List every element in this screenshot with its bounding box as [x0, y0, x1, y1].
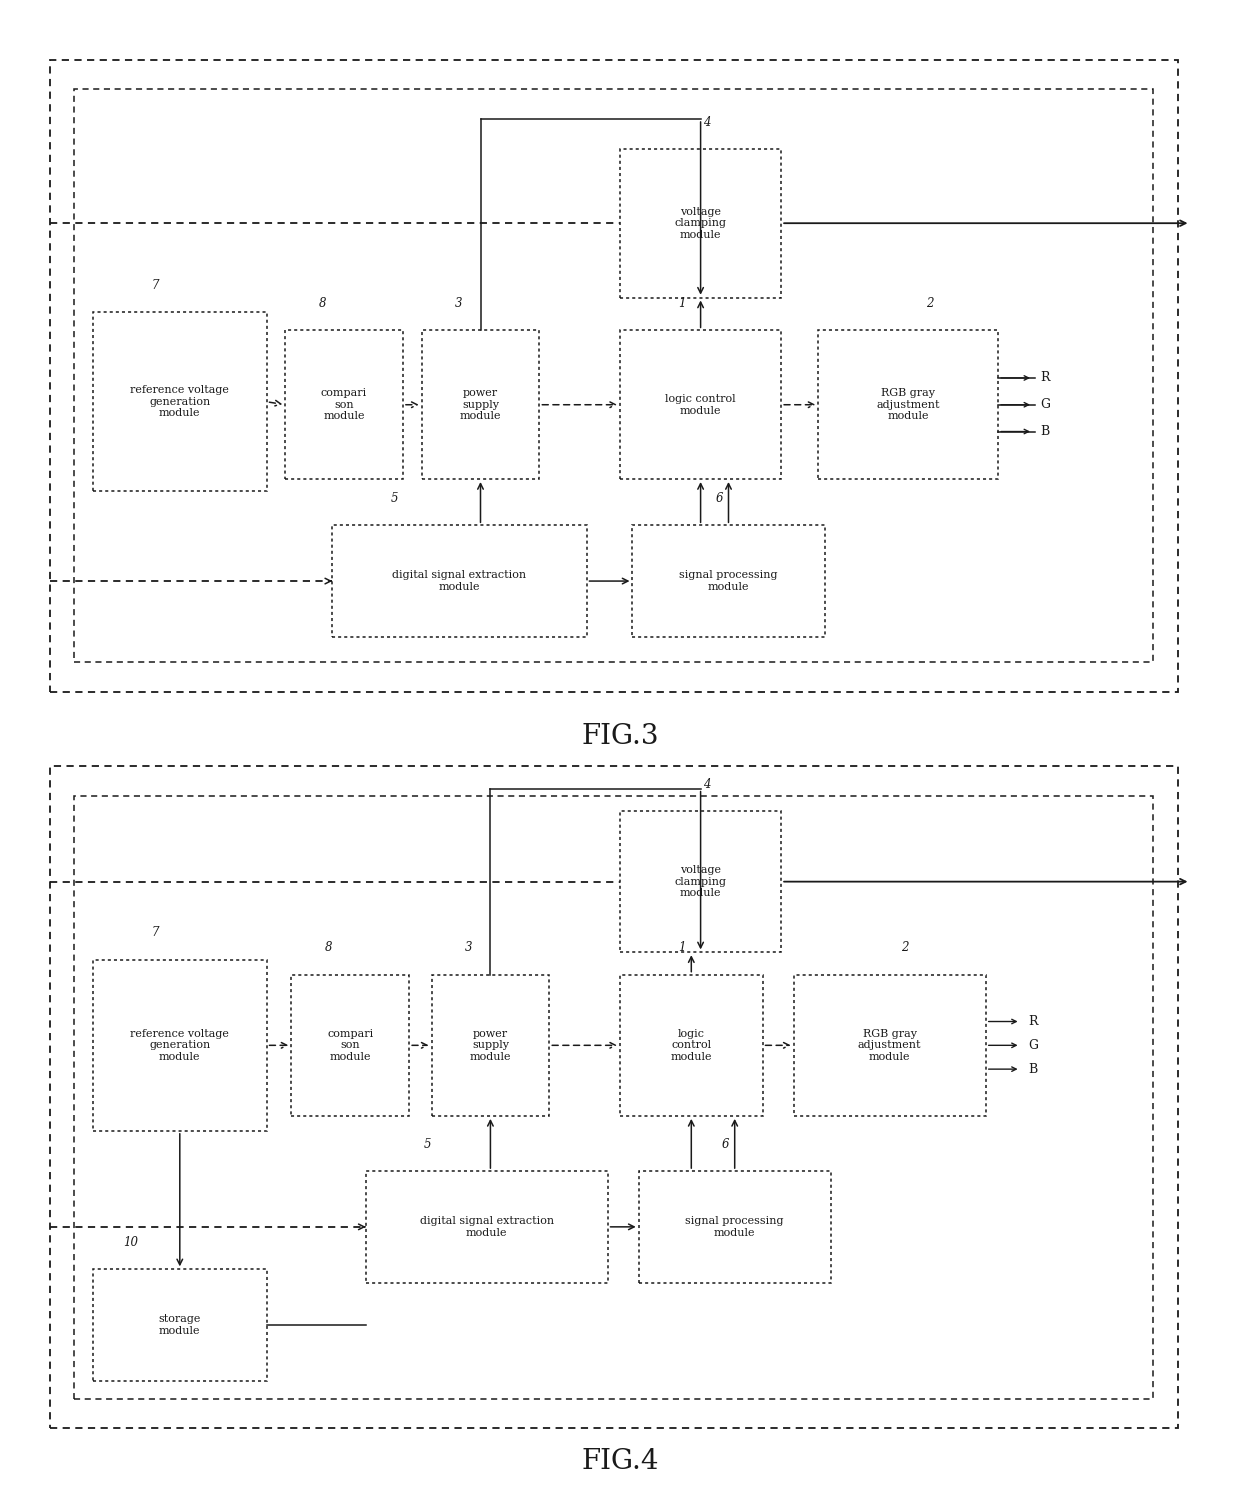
Text: 1: 1	[678, 298, 686, 310]
Text: RGB gray
adjustment
module: RGB gray adjustment module	[877, 388, 940, 421]
Text: 4: 4	[703, 116, 711, 128]
Bar	[285, 330, 403, 479]
Text: digital signal extraction
module: digital signal extraction module	[392, 570, 527, 592]
Text: 2: 2	[926, 298, 934, 310]
Text: power
supply
module: power supply module	[470, 1028, 511, 1062]
Text: B: B	[1040, 426, 1050, 437]
Bar	[50, 60, 1178, 692]
Bar	[422, 330, 539, 479]
Text: reference voltage
generation
module: reference voltage generation module	[130, 1028, 229, 1062]
Text: 10: 10	[123, 1237, 138, 1248]
Text: R: R	[1028, 1015, 1038, 1028]
Text: logic
control
module: logic control module	[671, 1028, 712, 1062]
Text: 2: 2	[901, 942, 909, 954]
Text: power
supply
module: power supply module	[460, 388, 501, 421]
Text: 7: 7	[151, 280, 159, 292]
Bar	[93, 960, 267, 1131]
Text: compari
son
module: compari son module	[327, 1028, 373, 1062]
Text: 4: 4	[703, 778, 711, 790]
Text: 5: 5	[424, 1138, 432, 1150]
Bar	[432, 975, 549, 1116]
Text: RGB gray
adjustment
module: RGB gray adjustment module	[858, 1028, 921, 1062]
Bar	[639, 1171, 831, 1283]
Text: 1: 1	[678, 942, 686, 954]
Text: reference voltage
generation
module: reference voltage generation module	[130, 385, 229, 418]
Bar	[620, 975, 763, 1116]
Bar	[332, 525, 587, 637]
Text: voltage
clamping
module: voltage clamping module	[675, 865, 727, 899]
Bar	[93, 1269, 267, 1381]
Text: B: B	[1028, 1062, 1038, 1076]
Text: signal processing
module: signal processing module	[686, 1216, 784, 1238]
Text: 3: 3	[465, 942, 472, 954]
Bar	[818, 330, 998, 479]
Text: 7: 7	[151, 927, 159, 939]
Text: 6: 6	[715, 493, 723, 504]
Bar	[620, 330, 781, 479]
Bar	[620, 149, 781, 298]
Text: FIG.3: FIG.3	[582, 723, 658, 750]
Text: compari
son
module: compari son module	[321, 388, 367, 421]
Text: storage
module: storage module	[159, 1314, 201, 1336]
Text: 3: 3	[455, 298, 463, 310]
Text: FIG.4: FIG.4	[582, 1448, 658, 1475]
Text: 5: 5	[391, 493, 398, 504]
Text: signal processing
module: signal processing module	[680, 570, 777, 592]
Text: logic control
module: logic control module	[666, 394, 735, 415]
Bar	[620, 811, 781, 952]
Bar	[794, 975, 986, 1116]
Text: 8: 8	[319, 298, 326, 310]
Bar	[93, 312, 267, 491]
Text: 6: 6	[722, 1138, 729, 1150]
Text: digital signal extraction
module: digital signal extraction module	[419, 1216, 554, 1238]
Bar	[632, 525, 825, 637]
Text: voltage
clamping
module: voltage clamping module	[675, 207, 727, 240]
Bar	[291, 975, 409, 1116]
Bar	[50, 766, 1178, 1428]
Bar	[74, 89, 1153, 662]
Text: R: R	[1040, 372, 1050, 384]
Text: G: G	[1040, 399, 1050, 411]
Bar	[74, 796, 1153, 1399]
Text: G: G	[1028, 1039, 1038, 1052]
Bar	[366, 1171, 608, 1283]
Text: 8: 8	[325, 942, 332, 954]
